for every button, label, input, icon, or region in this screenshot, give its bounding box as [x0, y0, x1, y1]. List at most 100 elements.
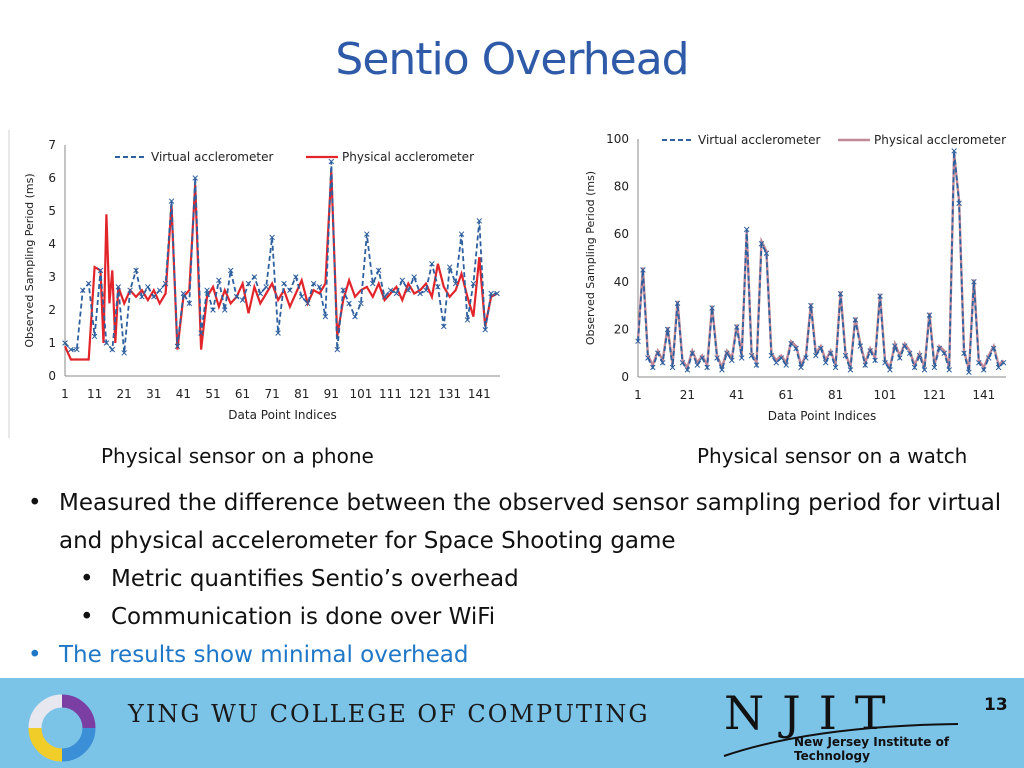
virtual-data-point: [399, 277, 406, 284]
legend-virtual-label: Virtual acclerometer: [151, 150, 273, 164]
caption-watch: Physical sensor on a watch: [697, 444, 968, 468]
physical-series-line: [636, 153, 1005, 372]
virtual-data-point: [803, 355, 809, 361]
x-tick-label: 21: [117, 387, 132, 401]
virtual-data-point: [322, 313, 329, 320]
virtual-data-point: [109, 346, 116, 353]
x-axis-title: Data Point Indices: [768, 409, 876, 423]
virtual-data-point: [482, 327, 488, 333]
virtual-data-point: [85, 280, 92, 287]
slide-title: Sentio Overhead: [335, 34, 689, 85]
caption-phone: Physical sensor on a phone: [101, 444, 374, 468]
virtual-data-point: [985, 355, 992, 361]
virtual-data-point: [446, 264, 453, 270]
virtual-data-point: [168, 198, 175, 204]
x-tick-label: 51: [205, 387, 220, 401]
virtual-data-point: [310, 280, 317, 287]
virtual-data-point: [334, 346, 340, 353]
virtual-data-point: [877, 293, 883, 299]
virtual-data-point: [857, 343, 864, 349]
virtual-data-point: [892, 343, 898, 349]
virtual-data-point: [956, 200, 962, 207]
x-tick-label: 61: [235, 387, 250, 401]
virtual-data-point: [103, 340, 110, 346]
njit-swoosh-icon: [723, 723, 959, 757]
virtual-data-point: [659, 359, 666, 366]
bullet-list: Measured the difference between the obse…: [26, 484, 1006, 674]
x-tick-label: 121: [923, 388, 946, 402]
virtual-data-point: [1000, 359, 1007, 366]
virtual-data-point: [393, 290, 400, 297]
virtual-data-point: [901, 343, 908, 349]
virtual-data-point: [684, 367, 691, 373]
virtual-data-point: [68, 346, 74, 353]
virtual-data-point: [995, 364, 1002, 371]
x-tick-label: 101: [874, 388, 897, 402]
virtual-data-point: [827, 350, 834, 356]
virtual-data-point: [832, 364, 839, 371]
virtual-data-point: [946, 367, 952, 373]
virtual-data-point: [405, 287, 412, 293]
x-tick-label: 91: [324, 387, 339, 401]
virtual-data-point: [640, 267, 646, 273]
virtual-data-point: [778, 355, 785, 361]
virtual-data-point: [911, 364, 918, 371]
njit-institute: New Jersey Institute of Technology: [794, 735, 950, 763]
y-tick-label: 5: [48, 204, 56, 218]
virtual-data-point: [287, 287, 293, 293]
y-tick-label: 3: [48, 270, 56, 284]
virtual-data-point: [370, 280, 376, 287]
virtual-data-point: [328, 158, 335, 165]
x-axis-title: Data Point Indices: [228, 408, 336, 422]
bullet-measured: Measured the difference between the obse…: [26, 484, 1006, 560]
virtual-data-point: [494, 290, 500, 297]
virtual-data-point: [773, 359, 780, 366]
virtual-data-point: [470, 280, 477, 287]
virtual-data-point: [304, 300, 311, 307]
virtual-data-point: [887, 367, 893, 373]
virtual-data-point: [281, 280, 287, 287]
virtual-data-point: [192, 175, 198, 181]
virtual-data-point: [441, 323, 447, 330]
x-tick-label: 81: [294, 387, 309, 401]
virtual-data-point: [758, 240, 765, 247]
x-tick-label: 121: [409, 387, 432, 401]
virtual-data-point: [793, 345, 799, 352]
virtual-data-point: [763, 250, 770, 256]
virtual-data-point: [411, 274, 417, 280]
x-tick-label: 1: [61, 387, 69, 401]
y-tick-label: 0: [621, 370, 629, 384]
virtual-data-point: [375, 267, 382, 274]
x-tick-label: 111: [379, 387, 402, 401]
virtual-data-point: [180, 290, 187, 297]
bullet-communication: Communication is done over WiFi: [26, 598, 1006, 636]
virtual-data-point: [724, 350, 730, 356]
virtual-data-point: [358, 300, 364, 307]
virtual-data-point: [847, 367, 854, 373]
virtual-data-point: [951, 148, 957, 154]
virtual-data-point: [121, 350, 127, 356]
virtual-data-point: [62, 340, 68, 346]
virtual-data-point: [423, 287, 429, 293]
virtual-data-point: [689, 350, 696, 356]
virtual-data-point: [488, 290, 494, 297]
x-tick-label: 61: [779, 388, 794, 402]
virtual-data-point: [476, 218, 483, 224]
x-tick-label: 141: [972, 388, 995, 402]
virtual-data-point: [926, 312, 933, 318]
virtual-data-point: [862, 362, 868, 368]
footer-bar: YING WU COLLEGE OF COMPUTING NJIT New Je…: [0, 678, 1024, 768]
virtual-data-point: [867, 348, 873, 354]
x-tick-label: 41: [729, 388, 744, 402]
x-tick-label: 141: [468, 387, 491, 401]
y-tick-label: 80: [614, 180, 629, 194]
y-tick-label: 4: [48, 237, 56, 251]
virtual-data-point: [981, 367, 987, 373]
virtual-data-point: [679, 359, 686, 366]
y-tick-label: 2: [48, 303, 56, 317]
virtual-data-point: [251, 274, 258, 280]
x-tick-label: 131: [438, 387, 461, 401]
college-name: YING WU COLLEGE OF COMPUTING: [128, 700, 650, 728]
x-tick-label: 81: [828, 388, 843, 402]
